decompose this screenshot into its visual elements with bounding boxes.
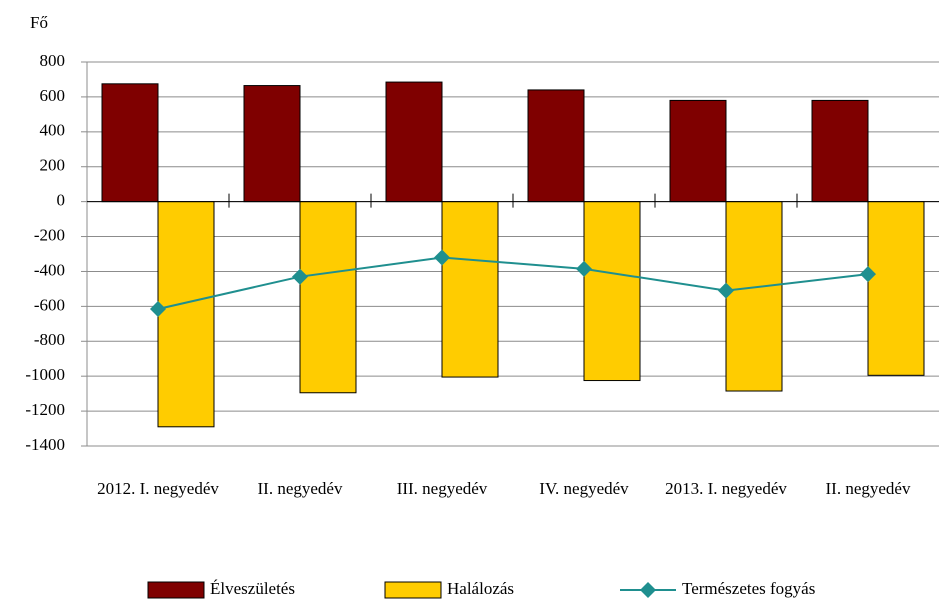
bar — [669, 99, 727, 203]
marker — [434, 249, 450, 266]
marker — [292, 268, 308, 285]
x-tick-label: III. negyedév — [396, 479, 488, 498]
legend-label: Természetes fogyás — [682, 579, 815, 598]
y-tick-label: -800 — [34, 330, 65, 349]
bar — [243, 85, 301, 203]
y-tick-label: -600 — [34, 295, 65, 314]
bar — [583, 201, 641, 382]
bar — [299, 201, 357, 394]
bar — [725, 201, 783, 392]
legend-swatch — [384, 581, 442, 599]
legend-label: Élveszületés — [210, 579, 295, 598]
legend-swatch — [147, 581, 205, 599]
marker — [576, 260, 592, 277]
legend-label: Halálozás — [447, 579, 514, 598]
y-tick-label: -400 — [34, 260, 65, 279]
marker — [718, 282, 734, 299]
bar — [101, 83, 159, 203]
y-axis-label: Fő — [30, 13, 48, 32]
bar — [527, 89, 585, 203]
y-tick-label: -1000 — [25, 365, 65, 384]
bar — [811, 99, 869, 203]
y-tick-label: -200 — [34, 225, 65, 244]
legend-marker — [640, 582, 656, 598]
marker — [150, 300, 166, 317]
y-tick-label: 600 — [40, 86, 66, 105]
y-tick-label: 0 — [57, 191, 66, 210]
y-tick-label: -1400 — [25, 435, 65, 454]
x-tick-label: IV. negyedév — [539, 479, 629, 498]
line — [157, 256, 869, 310]
bar — [385, 81, 443, 203]
x-tick-label: 2013. I. negyedév — [665, 479, 787, 498]
x-tick-label: II. negyedév — [825, 479, 911, 498]
marker — [860, 266, 876, 283]
bar — [867, 201, 925, 376]
y-tick-label: 800 — [40, 51, 66, 70]
y-tick-label: 200 — [40, 156, 66, 175]
x-tick-label: 2012. I. negyedév — [97, 479, 219, 498]
bar — [441, 201, 499, 378]
y-tick-label: -1200 — [25, 400, 65, 419]
y-tick-label: 400 — [40, 121, 66, 140]
bar — [157, 201, 215, 428]
x-tick-label: II. negyedév — [257, 479, 343, 498]
